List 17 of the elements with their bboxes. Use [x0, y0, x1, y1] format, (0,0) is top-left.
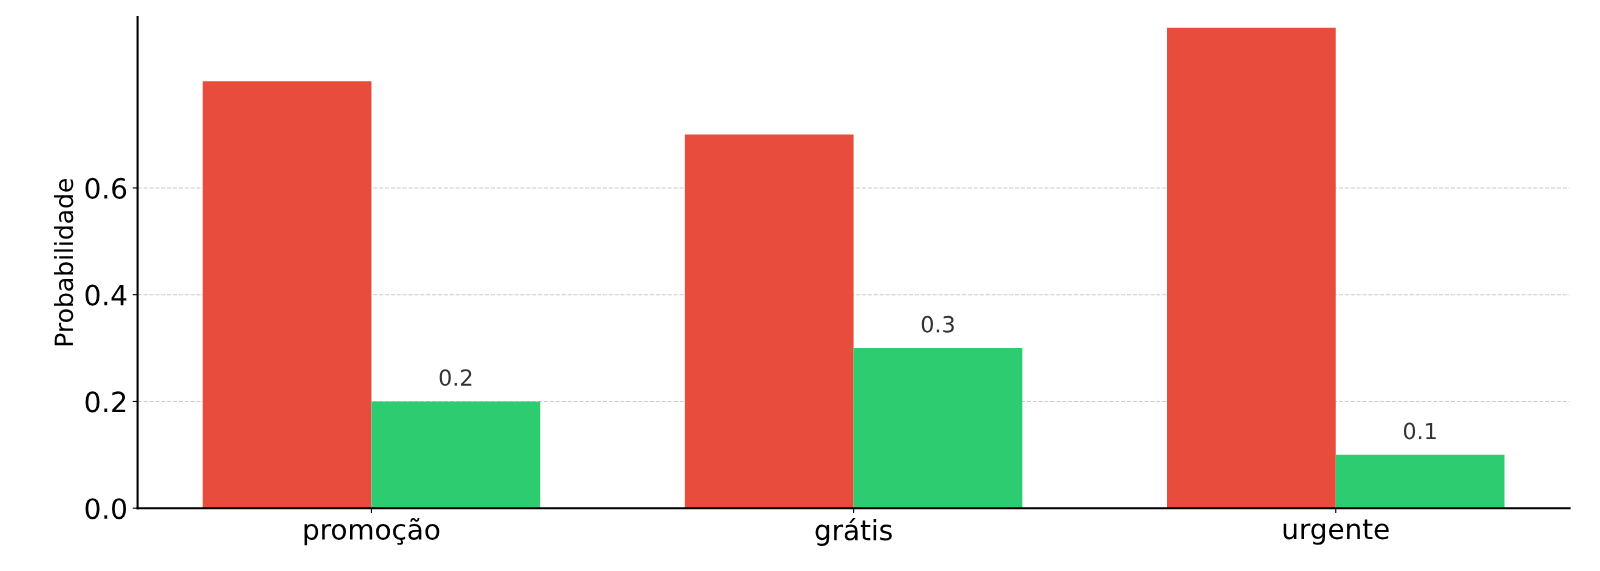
x-tick-label: grátis	[815, 517, 892, 546]
data-label: 0.3	[921, 315, 954, 333]
bar	[371, 401, 541, 509]
x-tick-label: promoção	[304, 517, 440, 546]
bar	[202, 81, 372, 509]
data-label: 0.2	[439, 369, 472, 387]
data-label: 0.1	[1403, 422, 1436, 440]
y-tick-label: 0.6	[85, 177, 127, 199]
y-tick-label: 0.0	[85, 498, 127, 520]
y-axis-title: Probabilidade	[53, 179, 74, 346]
bar	[684, 134, 854, 509]
bar	[853, 348, 1023, 509]
y-tick-label: 0.2	[85, 391, 126, 413]
bar	[1335, 454, 1505, 509]
bar	[1167, 27, 1336, 509]
x-tick-label: urgente	[1283, 519, 1389, 545]
y-tick-label: 0.4	[85, 284, 127, 306]
